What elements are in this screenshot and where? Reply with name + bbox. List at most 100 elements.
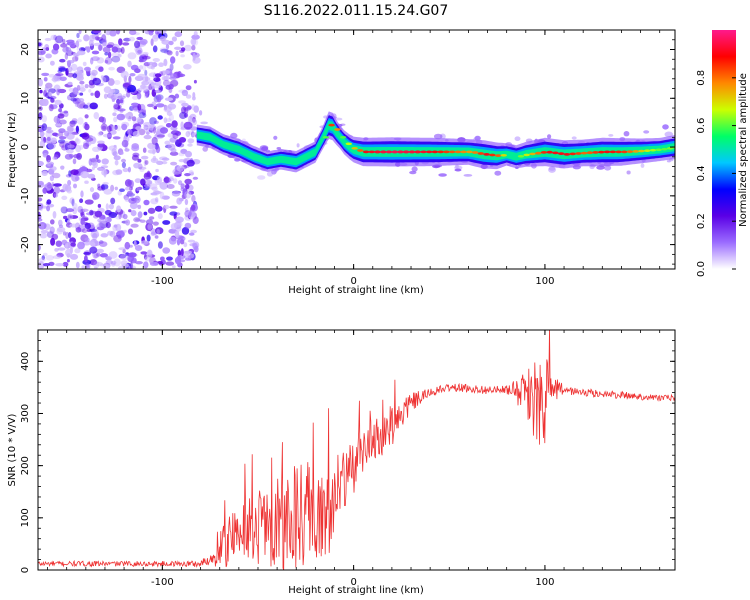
ridge-halo — [296, 143, 300, 148]
ridge-halo — [608, 134, 614, 137]
noise-speckle — [125, 113, 129, 119]
noise-speckle — [64, 130, 70, 137]
noise-speckle — [107, 78, 115, 86]
noise-speckle — [186, 105, 192, 110]
noise-speckle — [97, 166, 105, 171]
noise-speckle — [156, 176, 163, 184]
noise-speckle — [62, 183, 69, 192]
noise-speckle — [137, 158, 142, 163]
noise-speckle — [75, 144, 81, 153]
ridge-core — [638, 149, 645, 153]
noise-speckle — [62, 231, 67, 236]
noise-speckle — [168, 83, 174, 90]
x-tick-label: 0 — [350, 276, 356, 287]
noise-speckle — [79, 87, 86, 92]
noise-speckle — [168, 113, 174, 122]
noise-speckle — [121, 123, 128, 131]
noise-speckle — [97, 203, 102, 208]
noise-speckle — [156, 94, 162, 103]
noise-speckle — [67, 144, 75, 149]
noise-speckle — [47, 142, 56, 150]
noise-speckle — [122, 167, 129, 173]
x-tick-label: 100 — [535, 577, 554, 588]
noise-speckle — [148, 124, 156, 131]
noise-speckle — [131, 102, 139, 107]
noise-speckle — [62, 261, 69, 267]
noise-speckle — [54, 248, 59, 252]
noise-speckle — [152, 83, 162, 89]
noise-speckle — [170, 161, 178, 166]
noise-speckle — [84, 180, 89, 184]
noise-speckle — [179, 40, 185, 47]
noise-speckle — [190, 172, 194, 176]
noise-speckle — [157, 260, 163, 265]
noise-speckle — [45, 163, 54, 169]
noise-speckle — [176, 197, 183, 205]
noise-speckle — [156, 160, 164, 165]
colorbar-ticks: 0.0 0.2 0.4 0.6 0.8 — [696, 70, 736, 277]
noise-speckle — [46, 205, 51, 212]
noise-speckle — [104, 209, 112, 216]
noise-speckle — [183, 242, 188, 248]
noise-speckle — [107, 51, 112, 59]
noise-speckle — [140, 240, 149, 245]
ridge-core — [563, 153, 571, 156]
noise-speckle — [97, 140, 105, 144]
noise-speckle — [48, 74, 56, 78]
noise-speckle — [87, 173, 96, 179]
noise-speckle — [176, 165, 184, 172]
noise-speckle — [68, 232, 72, 239]
noise-speckle — [157, 115, 163, 120]
noise-speckle — [67, 81, 73, 86]
noise-speckle — [181, 106, 186, 114]
noise-speckle — [169, 211, 178, 216]
noise-speckle — [147, 222, 153, 231]
noise-speckle — [148, 84, 152, 91]
noise-speckle — [60, 206, 68, 214]
ridge-halo — [626, 170, 631, 175]
noise-speckle — [41, 47, 47, 55]
noise-speckle — [171, 36, 177, 42]
noise-speckle — [172, 265, 176, 269]
noise-speckle — [102, 46, 111, 53]
noise-speckle — [128, 197, 137, 204]
noise-speckle — [124, 148, 130, 152]
noise-speckle — [73, 154, 81, 159]
noise-speckle — [191, 195, 196, 203]
noise-speckle — [99, 241, 108, 248]
noise-speckle — [125, 219, 130, 226]
noise-speckle — [41, 72, 50, 77]
noise-speckle — [121, 161, 126, 169]
noise-speckle — [55, 240, 62, 247]
ridge-halo — [643, 130, 650, 134]
y-tick-label: 300 — [20, 404, 31, 423]
noise-speckle — [184, 222, 192, 229]
noise-speckle — [174, 93, 180, 99]
noise-speckle — [153, 105, 157, 110]
noise-speckle — [78, 98, 85, 103]
noise-speckle — [55, 35, 64, 44]
noise-speckle — [50, 227, 55, 232]
noise-speckle — [114, 92, 123, 99]
noise-speckle — [141, 155, 149, 160]
noise-speckle — [127, 52, 137, 60]
noise-speckle — [98, 44, 103, 51]
noise-speckle — [101, 125, 107, 130]
noise-speckle — [103, 86, 112, 94]
noise-speckle — [54, 99, 62, 105]
noise-speckle — [148, 80, 154, 85]
ridge-halo — [199, 110, 203, 116]
noise-speckle — [106, 30, 111, 36]
ridge-core — [494, 154, 502, 158]
noise-speckle — [54, 40, 59, 44]
ridge-core — [632, 150, 639, 153]
noise-speckle — [152, 189, 160, 196]
noise-speckle — [145, 93, 149, 98]
ridge-core — [523, 153, 530, 157]
noise-speckle — [114, 186, 119, 191]
noise-speckle — [151, 101, 157, 109]
noise-speckle — [42, 98, 49, 107]
noise-speckle — [169, 176, 174, 180]
noise-speckle — [84, 84, 89, 89]
